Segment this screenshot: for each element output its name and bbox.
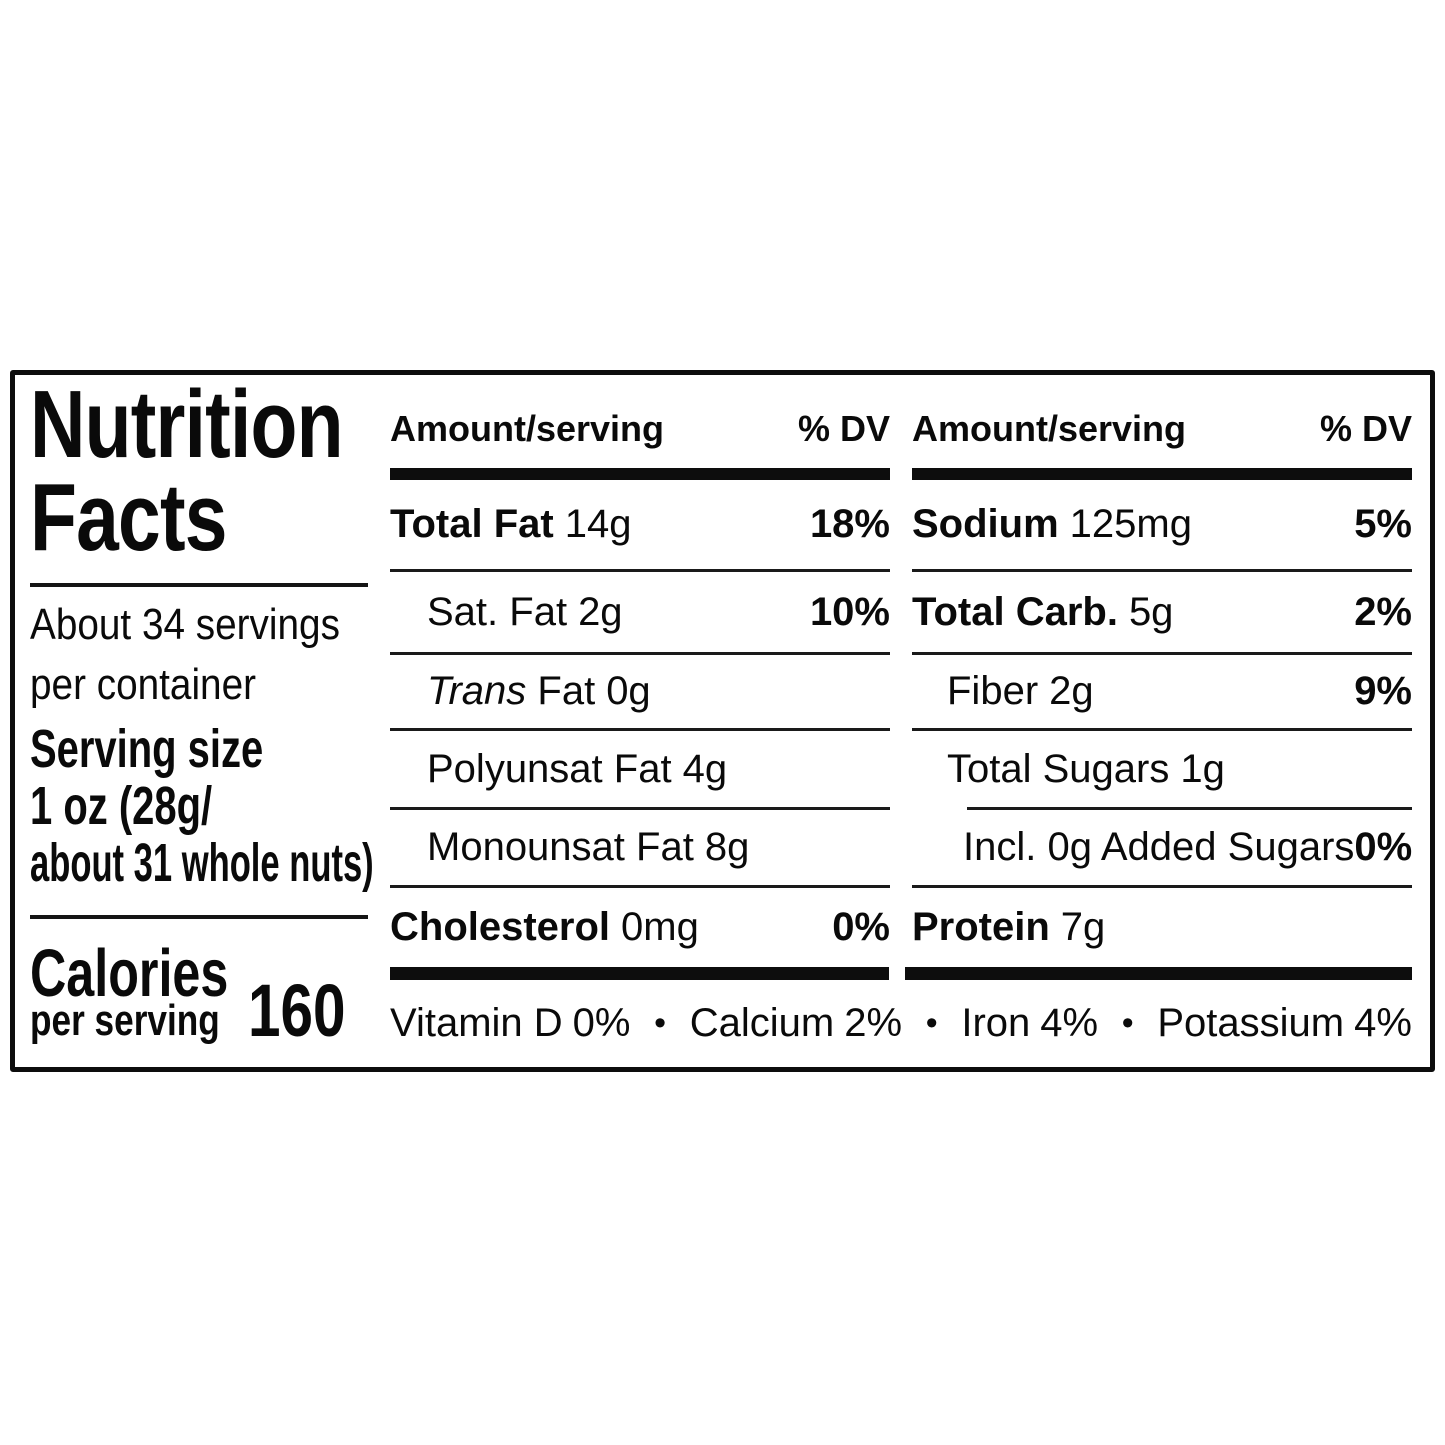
nutrient-name: Fiber (947, 669, 1039, 713)
panel-title: Nutrition Facts (30, 371, 421, 571)
micro-dv: 0% (572, 1000, 631, 1045)
servings-line1: About 34 servings (30, 600, 340, 649)
serving-size-amount: 1 oz (28g/ (30, 776, 213, 836)
table-row-total-fat: Total Fat 14g 18% (390, 480, 890, 572)
table-row-monounsat-fat: Monounsat Fat 8g (390, 810, 890, 888)
table-row-polyunsat-fat: Polyunsat Fat 4g (390, 731, 890, 810)
table-row-trans-fat: Trans Fat 0g (390, 655, 890, 731)
nutrient-name-italic: Trans (427, 669, 527, 713)
nutrient-value: 8g (704, 825, 750, 869)
nutrient-name: Cholesterol (390, 905, 611, 949)
nutrient-value: 2g (578, 589, 623, 634)
divider (30, 583, 368, 587)
thick-rule (390, 468, 890, 480)
amount-serving-header: Amount/serving (390, 408, 665, 449)
nutrient-value: 7g (1060, 905, 1106, 949)
nutrient-dv: 2% (1354, 589, 1412, 634)
micro-vitamin-d: Vitamin D 0% (390, 1001, 630, 1046)
middle-column: Amount/serving % DV Total Fat 14g 18% Sat… (390, 375, 890, 967)
serving-size-heading: Serving size (30, 719, 264, 779)
thick-rule (912, 468, 1412, 480)
nutrient-name: Fat (526, 669, 596, 713)
indented-divider (967, 807, 1412, 810)
right-column: Amount/serving % DV Sodium 125mg 5% Total… (912, 375, 1412, 967)
table-row-fiber: Fiber 2g 9% (912, 655, 1412, 731)
servings-per-container: About 34 servings per container (30, 595, 382, 715)
nutrient-dv: 5% (1354, 502, 1412, 546)
table-row-sat-fat: Sat. Fat 2g 10% (390, 572, 890, 655)
percent-dv-header: % DV (797, 408, 890, 449)
nutrient-name: Monounsat Fat (427, 825, 694, 869)
table-row-cholesterol: Cholesterol 0mg 0% (390, 888, 890, 967)
nutrient-name: Total Carb. (912, 589, 1118, 634)
serving-size: Serving size 1 oz (28g/ about 31 whole n… (30, 721, 567, 892)
thick-rule (905, 967, 1412, 980)
table-row-total-sugars: Total Sugars 1g (912, 731, 1412, 807)
micro-dv: 2% (844, 1000, 903, 1045)
nutrient-dv: 0% (1354, 825, 1413, 869)
nutrition-facts-panel: Nutrition Facts About 34 servings per co… (10, 370, 1435, 1072)
nutrient-dv: 9% (1354, 669, 1412, 713)
title-line1: Nutrition (30, 371, 344, 478)
micro-calcium: Calcium 2% (690, 1001, 902, 1046)
bottom-thick-rules (390, 967, 1412, 980)
micro-potassium: Potassium 4% (1157, 1001, 1412, 1046)
table-row-added-sugars: Incl. 0g Added Sugars 0% (912, 810, 1412, 888)
nutrient-name: Incl. 0g Added Sugars (963, 825, 1355, 869)
nutrient-name: Total Fat (390, 502, 554, 546)
nutrient-name: Protein (912, 905, 1050, 949)
nutrient-value: 125mg (1069, 502, 1192, 546)
micro-name: Calcium (689, 1000, 835, 1045)
nutrient-dv: 10% (809, 589, 890, 634)
nutrient-value: 14g (564, 502, 632, 546)
nutrient-value: 2g (1049, 669, 1094, 713)
nutrient-name: Sat. Fat (427, 589, 568, 634)
table-row-sodium: Sodium 125mg 5% (912, 480, 1412, 572)
nutrient-value: 4g (682, 746, 728, 791)
nutrient-name: Sodium (912, 502, 1059, 546)
nutrient-value: 0g (606, 669, 651, 713)
nutrient-value: 0mg (621, 905, 699, 949)
bullet-separator: • (654, 1004, 667, 1042)
calories-value: 160 (248, 969, 346, 1052)
micro-dv: 4% (1354, 1000, 1412, 1045)
serving-size-detail: about 31 whole nuts) (30, 833, 374, 893)
calories-sublabel: per serving (30, 996, 220, 1045)
micro-name: Iron (961, 1000, 1031, 1045)
micronutrients-row: Vitamin D 0% • Calcium 2% • Iron 4% • Potas… (390, 988, 1412, 1058)
bullet-separator: • (1121, 1004, 1134, 1042)
nutrient-dv: 18% (809, 502, 890, 546)
calories-label: Calories (30, 936, 229, 1011)
micro-name: Vitamin D (390, 1000, 563, 1045)
nutrient-dv: 0% (832, 905, 890, 949)
amount-serving-header: Amount/serving (912, 408, 1187, 449)
nutrient-value: 1g (1180, 746, 1225, 791)
column-header: Amount/serving % DV (912, 375, 1412, 468)
table-row-total-carb: Total Carb. 5g 2% (912, 572, 1412, 655)
micro-name: Potassium (1157, 1000, 1345, 1045)
micro-dv: 4% (1040, 1000, 1099, 1045)
title-line2: Facts (30, 464, 227, 571)
bullet-separator: • (925, 1004, 938, 1042)
divider (30, 915, 368, 919)
column-header: Amount/serving % DV (390, 375, 890, 468)
nutrient-name: Total Sugars (947, 746, 1170, 791)
left-column: Nutrition Facts About 34 servings per co… (30, 375, 382, 1067)
thick-rule (390, 967, 889, 980)
nutrient-value: 5g (1128, 589, 1174, 634)
table-row-protein: Protein 7g (912, 888, 1412, 967)
micro-iron: Iron 4% (961, 1001, 1098, 1046)
nutrient-name: Polyunsat Fat (427, 746, 672, 791)
servings-line2: per container (30, 660, 257, 709)
percent-dv-header: % DV (1319, 408, 1412, 449)
